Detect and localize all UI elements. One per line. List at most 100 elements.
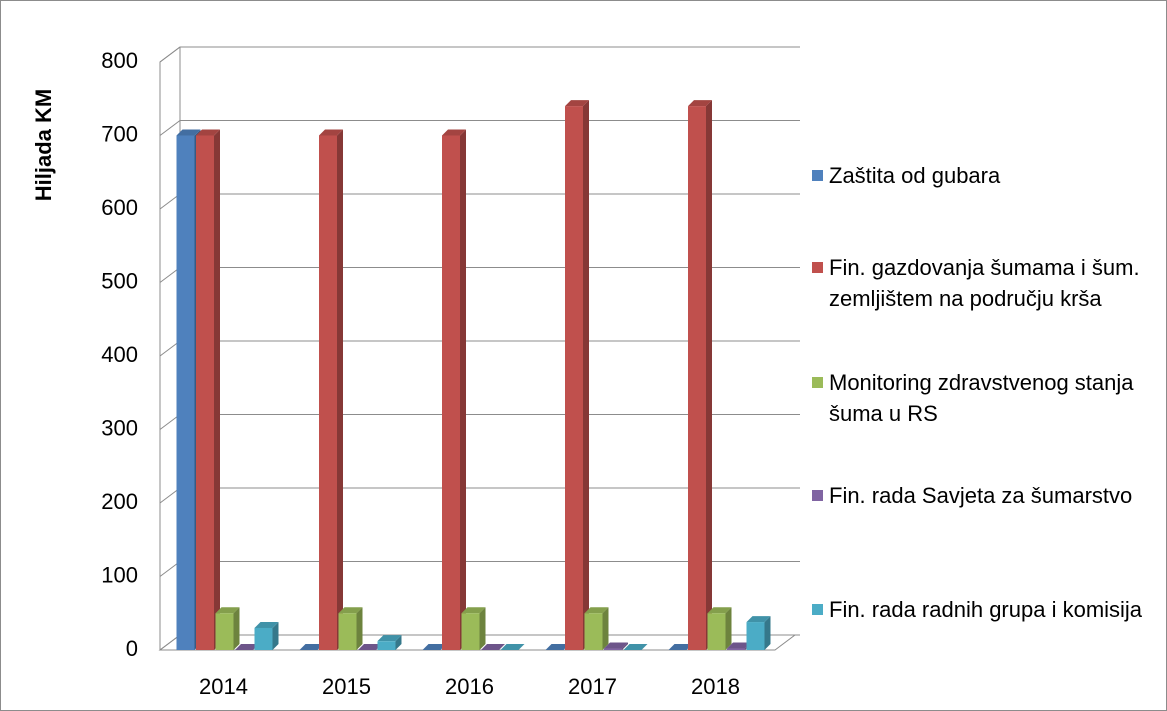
legend-swatch — [812, 262, 823, 273]
grid-line — [159, 120, 800, 136]
bar-top — [461, 607, 486, 614]
y-tick-label: 300 — [101, 415, 138, 440]
bar-top — [707, 607, 732, 614]
bar-top — [358, 644, 382, 650]
bar — [545, 644, 570, 650]
bar-side — [272, 621, 279, 650]
bar-front — [707, 613, 726, 650]
bar-side — [706, 100, 712, 651]
bar — [196, 129, 220, 650]
bar — [604, 642, 628, 650]
legend-item: Monitoring zdravstvenog stanja šuma u RS — [812, 367, 1157, 429]
bar-front — [584, 613, 603, 650]
bar — [500, 644, 525, 650]
bar — [623, 644, 648, 650]
legend-label: Fin. rada radnih grupa i komisija — [829, 597, 1143, 622]
bar — [584, 607, 609, 650]
y-tick-label: 600 — [101, 195, 138, 220]
legend-swatch — [812, 377, 823, 388]
x-tick-label: 2017 — [568, 674, 617, 699]
bar-side — [460, 129, 466, 650]
bar-top — [338, 607, 363, 614]
legend-item: Zaštita od gubara — [812, 160, 1157, 191]
bar-top — [668, 644, 693, 650]
bar — [358, 644, 382, 650]
bar-front — [377, 641, 396, 650]
bar-top — [688, 100, 712, 107]
legend-label: Fin. rada Savjeta za šumarstvo — [829, 483, 1133, 508]
bar — [338, 607, 363, 650]
x-tick-label: 2016 — [445, 674, 494, 699]
bar-top — [254, 621, 279, 628]
bar-front — [196, 135, 214, 650]
legend-item: Fin. rada radnih grupa i komisija — [812, 594, 1157, 625]
bar-side — [583, 100, 589, 651]
bar — [481, 644, 505, 650]
bar — [254, 621, 279, 650]
bar — [688, 100, 712, 651]
bar-front — [254, 627, 273, 650]
bar-side — [602, 607, 609, 650]
bar-side — [337, 129, 343, 650]
bar-top — [235, 644, 259, 650]
y-tick-label: 200 — [101, 489, 138, 514]
bar — [377, 635, 402, 650]
bar-front — [746, 622, 765, 650]
bar-side — [395, 635, 402, 650]
x-tick-label: 2014 — [199, 674, 248, 699]
bar — [461, 607, 486, 650]
bar — [299, 644, 324, 650]
bar-top — [481, 644, 505, 650]
bar — [565, 100, 589, 651]
legend-swatch — [812, 604, 823, 615]
legend-label: Zaštita od gubara — [829, 163, 1001, 188]
bar-top — [377, 635, 402, 642]
bar-side — [622, 642, 628, 650]
y-tick-label: 400 — [101, 342, 138, 367]
y-tick-label: 100 — [101, 562, 138, 587]
legend-item: Fin. gazdovanja šumama i šum. zemljištem… — [812, 252, 1157, 314]
bar-front — [215, 613, 234, 650]
bar-side — [214, 129, 220, 650]
bar-front — [319, 135, 337, 650]
bar-front — [604, 648, 622, 650]
grid-line — [159, 46, 800, 63]
bar-top — [746, 616, 771, 623]
bar-side — [479, 607, 486, 650]
bar-top — [319, 129, 343, 136]
legend-swatch — [812, 170, 823, 181]
bar-top — [442, 129, 466, 136]
y-axis-label: Hiljada KM — [31, 89, 56, 201]
y-tick-label: 700 — [101, 121, 138, 146]
legend-label: Fin. gazdovanja šumama i šum. zemljištem… — [829, 255, 1140, 311]
bar-front — [442, 135, 460, 650]
y-tick-label: 800 — [101, 48, 138, 73]
bar-top — [196, 129, 220, 136]
bar-front — [727, 648, 745, 650]
bar — [668, 644, 693, 650]
bar-top — [727, 642, 751, 649]
bar-side — [764, 616, 771, 650]
bar — [442, 129, 466, 650]
bar-front — [565, 106, 583, 651]
bar-front — [688, 106, 706, 651]
bar — [707, 607, 732, 650]
bar-top — [299, 644, 324, 650]
bar — [746, 616, 771, 650]
y-tick-label: 0 — [126, 636, 138, 661]
bar — [422, 644, 447, 650]
legend-swatch — [812, 490, 823, 501]
bar-side — [725, 607, 732, 650]
x-tick-label: 2018 — [691, 674, 740, 699]
bar-top — [604, 642, 628, 649]
bar-front — [176, 135, 195, 650]
bar-top — [500, 644, 525, 650]
bar-top — [623, 644, 648, 650]
bar-side — [233, 607, 240, 650]
bar-top — [545, 644, 570, 650]
legend-item: Fin. rada Savjeta za šumarstvo — [812, 480, 1157, 511]
bar-front — [338, 613, 357, 650]
bar-front — [461, 613, 480, 650]
bar — [235, 644, 259, 650]
